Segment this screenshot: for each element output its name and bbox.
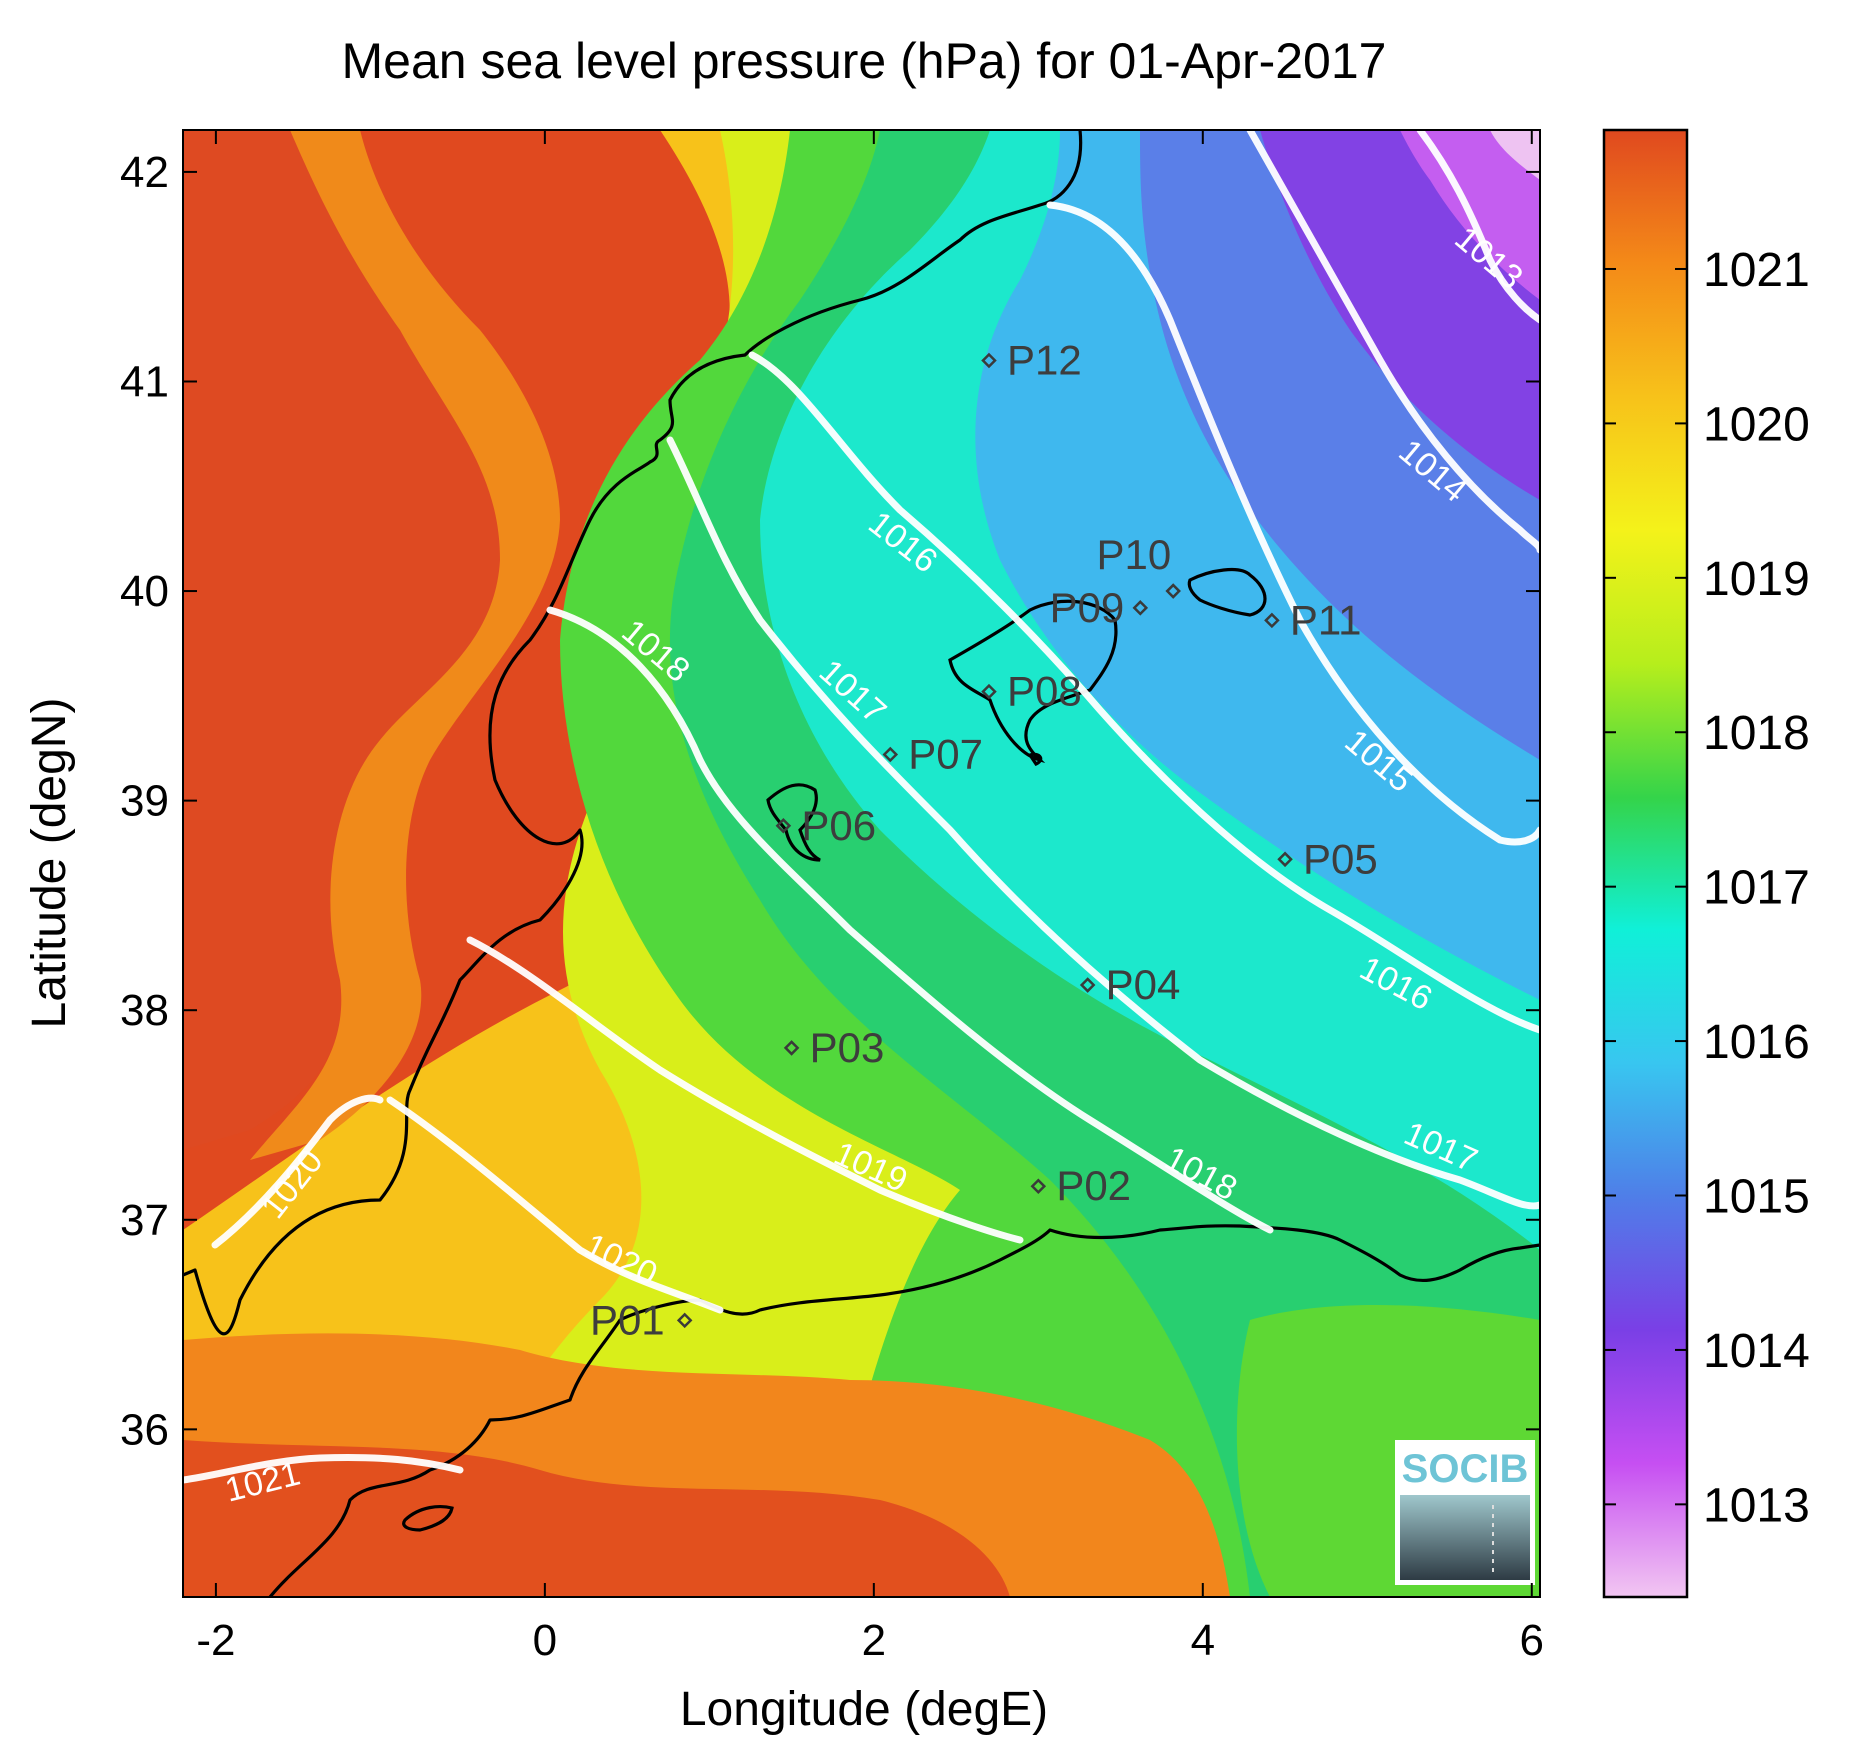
station-marker-p06 [775,818,792,834]
x-tick-label: 6 [1520,1616,1544,1665]
station-marker-p10 [1165,583,1181,599]
isobar-1021 [183,1454,464,1484]
y-tick-label: 36 [120,1405,169,1454]
station-marker-p07 [882,746,899,763]
isobar-contours [183,130,1540,1484]
station-label-p02: P02 [1056,1162,1131,1209]
y-axis: 36 37 38 39 40 41 42 [120,148,1540,1454]
x-tick-label: 4 [1191,1616,1215,1665]
colorbar-tick-label: 1015 [1703,1171,1810,1224]
station-label-p01: P01 [590,1296,665,1343]
station-label-p03: P03 [810,1024,885,1071]
socib-logo: SOCIB [1395,1440,1535,1585]
isobar-1013 [1416,130,1540,324]
isobar-1020-west [211,1094,384,1249]
ibiza-island [766,783,821,862]
x-tick-label: -2 [196,1616,235,1665]
map-title: Mean sea level pressure (hPa) for 01-Apr… [342,33,1387,89]
isobar-1016 [748,351,1540,1034]
isobar-1014 [1246,130,1540,554]
x-tick-label: 0 [533,1616,557,1665]
station-label-p04: P04 [1106,961,1181,1008]
inland-high-2 [250,130,560,1160]
colorbar-tick-label: 1013 [1703,1479,1810,1532]
y-tick-label: 37 [120,1196,169,1245]
south-high-core [183,1440,1010,1597]
y-tick-label: 38 [120,986,169,1035]
station-label-p07: P07 [908,731,983,778]
y-tick-label: 42 [120,148,169,197]
station-label-p06: P06 [801,802,876,849]
station-marker-p04 [1079,977,1096,993]
x-axis-label: Longitude (degE) [680,1683,1048,1736]
colorbar-tick-label: 1020 [1703,398,1810,451]
station-marker-p03 [783,1040,800,1056]
band-1011 [1490,130,1540,180]
colorbar-tick-label: 1017 [1703,862,1810,915]
station-label-p09: P09 [1050,584,1125,631]
logo-wave [1400,1495,1530,1580]
africa-coastline [268,1224,1540,1597]
y-tick-label: 40 [120,567,169,616]
menorca-island [1187,568,1267,617]
station-label-p10: P10 [1096,531,1171,578]
y-axis-label: Latitude (degN) [23,698,76,1029]
isobar-1018 [546,606,1274,1234]
colorbar-tick-label: 1014 [1703,1325,1810,1378]
colorbar-ticks: 1013 1014 1015 1016 1017 1018 1019 1020 1021 [1604,244,1810,1532]
station-marker-p11 [1264,612,1280,629]
colorbar [1602,128,1689,1599]
station-marker-p01 [676,1312,693,1329]
station-label-p08: P08 [1007,668,1082,715]
x-tick-label: 2 [862,1616,886,1665]
station-label-p11: P11 [1290,596,1362,643]
iberia-coastline [183,130,1083,1336]
alboran-island [402,1505,454,1532]
colorbar-tick-label: 1019 [1703,553,1810,606]
station-marker-p08 [981,683,997,700]
isobar-1020-south [386,1096,724,1314]
inland-high-1 [183,130,500,1150]
plot-frame [182,129,1541,1598]
isobar-1019 [466,936,1024,1244]
y-tick-label: 41 [120,357,169,406]
station-marker-p09 [1132,600,1149,616]
x-axis: -2 0 2 4 6 [196,130,1544,1665]
coastlines [183,130,1540,1597]
colorbar-tick-label: 1018 [1703,707,1810,760]
stations: P01 P02 P03 P04 P05 P06 P07 P08 P09 P10 P11 P12 [590,337,1378,1344]
station-label-p05: P05 [1303,835,1378,882]
colorbar-tick-label: 1021 [1703,244,1810,297]
station-marker-p02 [1030,1178,1047,1195]
isobar-1017 [666,436,1540,1210]
y-tick-label: 39 [120,777,169,826]
station-marker-p12 [981,352,997,369]
logo-text: SOCIB [1402,1447,1529,1491]
colorbar-tick-label: 1016 [1703,1016,1810,1069]
cabrera-island [1027,752,1043,767]
station-marker-p05 [1277,851,1293,868]
isobar-1015 [1046,201,1540,846]
mallorca-island [948,599,1118,763]
station-label-p12: P12 [1007,337,1082,384]
